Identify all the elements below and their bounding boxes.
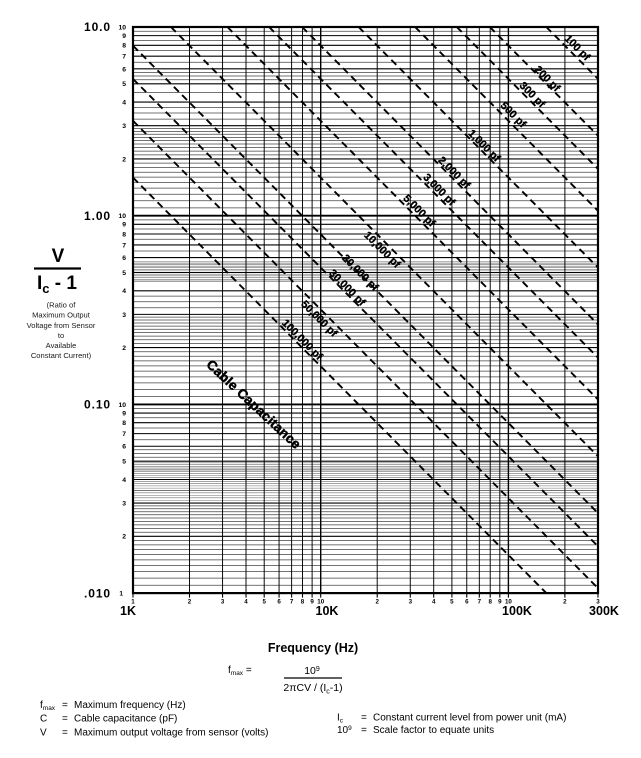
svg-text:300K: 300K bbox=[589, 604, 619, 618]
svg-text:.010: .010 bbox=[84, 586, 111, 600]
svg-text:8: 8 bbox=[122, 420, 126, 427]
svg-text:5: 5 bbox=[122, 459, 126, 466]
svg-text:100K: 100K bbox=[502, 604, 532, 618]
svg-text:2: 2 bbox=[122, 156, 126, 163]
svg-text:9: 9 bbox=[122, 222, 126, 229]
svg-text:=: = bbox=[361, 713, 367, 724]
svg-text:C: C bbox=[40, 714, 47, 725]
svg-text:5: 5 bbox=[122, 270, 126, 277]
svg-text:Constant Current): Constant Current) bbox=[31, 351, 92, 360]
svg-text:Voltage from Sensor: Voltage from Sensor bbox=[27, 321, 96, 330]
svg-text:6: 6 bbox=[465, 599, 469, 606]
svg-text:Maximum frequency (Hz): Maximum frequency (Hz) bbox=[74, 700, 186, 711]
svg-text:10: 10 bbox=[118, 213, 126, 220]
svg-text:5: 5 bbox=[262, 599, 266, 606]
svg-text:Ic: Ic bbox=[337, 713, 344, 725]
svg-text:8: 8 bbox=[301, 599, 305, 606]
svg-text:1K: 1K bbox=[120, 604, 136, 618]
svg-text:3: 3 bbox=[221, 599, 225, 606]
svg-text:4: 4 bbox=[432, 599, 436, 606]
svg-text:9: 9 bbox=[122, 410, 126, 417]
svg-text:10: 10 bbox=[118, 402, 126, 409]
svg-text:Scale factor to equate units: Scale factor to equate units bbox=[373, 725, 494, 736]
svg-text:=: = bbox=[62, 700, 68, 711]
svg-text:Maximum Output: Maximum Output bbox=[32, 311, 91, 320]
svg-text:7: 7 bbox=[122, 242, 126, 249]
svg-text:6: 6 bbox=[122, 255, 126, 262]
svg-text:9: 9 bbox=[122, 33, 126, 40]
svg-text:7: 7 bbox=[122, 431, 126, 438]
svg-text:4: 4 bbox=[244, 599, 248, 606]
svg-text:109: 109 bbox=[337, 725, 352, 736]
svg-text:10: 10 bbox=[505, 599, 512, 606]
svg-text:2: 2 bbox=[188, 599, 192, 606]
svg-text:6: 6 bbox=[122, 66, 126, 73]
svg-text:V: V bbox=[52, 246, 65, 267]
svg-text:Maximum output voltage from se: Maximum output voltage from sensor (volt… bbox=[74, 728, 269, 739]
svg-text:8: 8 bbox=[122, 43, 126, 50]
svg-text:9: 9 bbox=[310, 599, 314, 606]
svg-text:8: 8 bbox=[122, 231, 126, 238]
svg-text:=: = bbox=[361, 725, 367, 736]
svg-text:2: 2 bbox=[122, 345, 126, 352]
svg-text:=: = bbox=[62, 728, 68, 739]
svg-text:3: 3 bbox=[122, 123, 126, 130]
svg-text:(Ratio of: (Ratio of bbox=[47, 301, 77, 310]
svg-text:2: 2 bbox=[563, 599, 567, 606]
svg-text:Constant current level from po: Constant current level from power unit (… bbox=[373, 713, 566, 724]
svg-text:8: 8 bbox=[488, 599, 492, 606]
svg-text:7: 7 bbox=[122, 54, 126, 61]
svg-text:1: 1 bbox=[119, 590, 123, 597]
svg-text:5: 5 bbox=[122, 81, 126, 88]
svg-text:Frequency (Hz): Frequency (Hz) bbox=[268, 641, 358, 655]
svg-text:3: 3 bbox=[596, 599, 600, 606]
svg-text:2: 2 bbox=[375, 599, 379, 606]
svg-text:4: 4 bbox=[122, 100, 126, 107]
svg-text:2πCV / (Ic-1): 2πCV / (Ic-1) bbox=[283, 682, 342, 696]
svg-text:Available: Available bbox=[46, 341, 77, 350]
svg-text:3: 3 bbox=[122, 312, 126, 319]
svg-text:0.10: 0.10 bbox=[84, 398, 111, 412]
svg-text:1: 1 bbox=[131, 599, 135, 606]
svg-text:=: = bbox=[62, 714, 68, 725]
svg-text:4: 4 bbox=[122, 288, 126, 295]
svg-text:3: 3 bbox=[122, 501, 126, 508]
svg-text:9: 9 bbox=[498, 599, 502, 606]
svg-text:5: 5 bbox=[450, 599, 454, 606]
svg-text:Cable capacitance (pF): Cable capacitance (pF) bbox=[74, 714, 177, 725]
svg-text:to: to bbox=[58, 331, 64, 340]
svg-text:7: 7 bbox=[290, 599, 294, 606]
svg-text:10.0: 10.0 bbox=[84, 20, 111, 34]
svg-text:10: 10 bbox=[118, 24, 126, 31]
svg-text:10K: 10K bbox=[316, 604, 339, 618]
svg-text:1.00: 1.00 bbox=[84, 209, 111, 223]
svg-text:3: 3 bbox=[409, 599, 413, 606]
svg-text:10: 10 bbox=[317, 599, 324, 606]
svg-text:6: 6 bbox=[277, 599, 281, 606]
svg-text:6: 6 bbox=[122, 444, 126, 451]
svg-text:7: 7 bbox=[478, 599, 482, 606]
svg-text:2: 2 bbox=[122, 534, 126, 541]
svg-text:4: 4 bbox=[122, 477, 126, 484]
svg-text:V: V bbox=[40, 728, 47, 739]
